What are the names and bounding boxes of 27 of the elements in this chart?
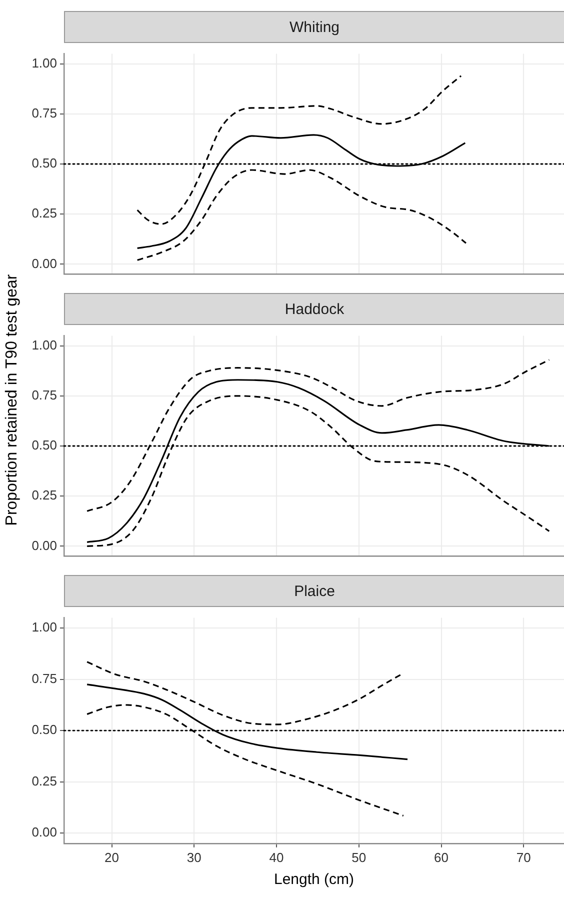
y-tick-label: 0.00 bbox=[32, 256, 57, 271]
chart-title: Haddock bbox=[64, 293, 564, 325]
line-series bbox=[136, 169, 467, 261]
chart-title: Whiting bbox=[64, 11, 564, 43]
y-tick-label: 0.00 bbox=[32, 538, 57, 553]
y-tick-label: 0.25 bbox=[32, 488, 57, 503]
x-tick-label: 50 bbox=[352, 850, 366, 865]
y-tick-label: 0.50 bbox=[32, 438, 57, 453]
x-tick-label: 60 bbox=[434, 850, 448, 865]
x-tick-label: 30 bbox=[186, 850, 202, 865]
x-axis-title: Length (cm) bbox=[274, 871, 354, 888]
y-tick-label: 1.00 bbox=[32, 337, 57, 352]
y-tick-label: 0.00 bbox=[32, 824, 57, 840]
y-tick-label: 0.75 bbox=[32, 105, 57, 120]
y-tick-label: 0.75 bbox=[32, 387, 57, 402]
y-axis-title: Proportion retained in T90 test gear bbox=[4, 274, 22, 526]
x-tick-label: 40 bbox=[269, 850, 284, 865]
y-tick-label: 0.50 bbox=[32, 722, 57, 738]
y-tick-label: 0.25 bbox=[32, 206, 57, 221]
x-tick-label: 20 bbox=[104, 850, 120, 865]
chart-title: Plaice bbox=[64, 575, 564, 607]
x-tick-label: 70 bbox=[516, 850, 531, 865]
y-tick-label: 1.00 bbox=[32, 620, 57, 635]
y-tick-label: 1.00 bbox=[32, 55, 57, 70]
y-tick-label: 0.50 bbox=[32, 156, 57, 171]
y-tick-label: 0.75 bbox=[32, 670, 57, 686]
y-tick-label: 0.25 bbox=[32, 773, 57, 788]
